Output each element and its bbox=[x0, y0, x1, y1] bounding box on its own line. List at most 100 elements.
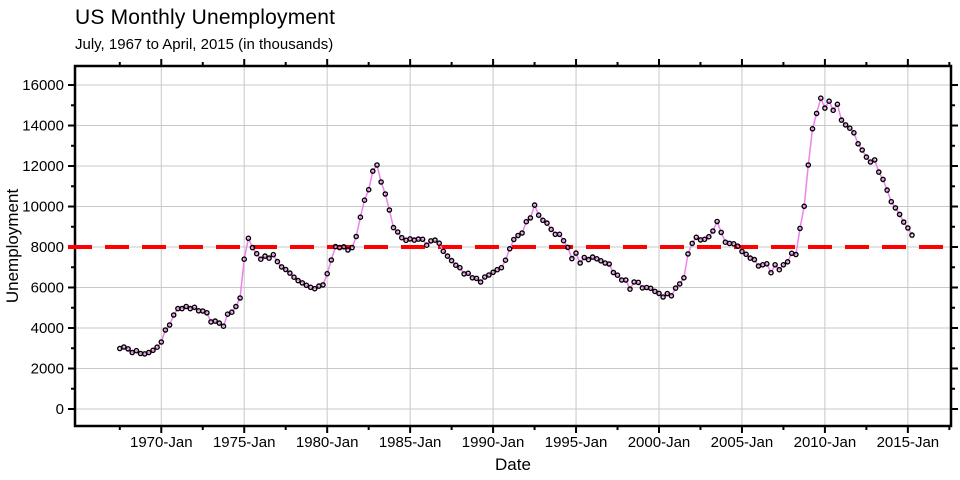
chart-subtitle: July, 1967 to April, 2015 (in thousands) bbox=[75, 36, 334, 53]
data-point bbox=[523, 218, 530, 225]
data-point bbox=[548, 226, 555, 233]
data-point bbox=[565, 244, 571, 251]
data-point bbox=[220, 323, 227, 330]
data-point bbox=[125, 346, 131, 352]
data-point bbox=[398, 234, 405, 241]
data-point bbox=[822, 105, 828, 111]
data-point bbox=[842, 122, 849, 128]
data-point bbox=[560, 237, 567, 244]
data-point bbox=[311, 285, 318, 292]
data-point bbox=[390, 224, 397, 231]
data-point bbox=[793, 251, 799, 258]
data-point bbox=[859, 147, 866, 153]
data-point bbox=[295, 277, 301, 284]
data-point bbox=[876, 169, 882, 175]
chart-title: US Monthly Unemployment bbox=[75, 6, 336, 29]
data-point bbox=[158, 339, 165, 345]
y-tick-label: 0 bbox=[56, 401, 64, 418]
x-tick-label: 1975-Jan bbox=[213, 434, 276, 451]
data-point bbox=[855, 140, 861, 147]
data-point bbox=[594, 255, 600, 262]
data-point bbox=[278, 264, 285, 270]
data-point bbox=[751, 256, 758, 263]
data-point bbox=[813, 110, 820, 117]
data-point bbox=[764, 260, 770, 267]
y-tick-label: 6000 bbox=[31, 280, 64, 297]
data-point bbox=[801, 203, 808, 210]
data-point bbox=[477, 279, 484, 285]
data-point bbox=[668, 292, 675, 299]
series-line bbox=[119, 97, 913, 355]
data-point bbox=[838, 117, 845, 123]
data-point bbox=[830, 107, 837, 114]
y-tick-label: 10000 bbox=[22, 199, 64, 216]
data-point bbox=[515, 232, 521, 239]
data-point bbox=[249, 244, 256, 251]
data-point bbox=[664, 290, 671, 297]
data-point bbox=[656, 290, 662, 297]
data-point bbox=[444, 253, 451, 259]
data-point bbox=[241, 256, 247, 263]
data-point bbox=[494, 266, 501, 273]
data-point bbox=[710, 228, 716, 234]
data-point bbox=[349, 244, 355, 251]
data-point bbox=[652, 288, 658, 295]
x-tick-label: 2015-Jan bbox=[877, 434, 940, 451]
data-point bbox=[228, 309, 235, 316]
data-point bbox=[324, 270, 331, 277]
data-point bbox=[784, 258, 791, 265]
data-point bbox=[266, 255, 272, 261]
data-point bbox=[739, 248, 745, 255]
data-point bbox=[502, 257, 509, 264]
data-point bbox=[867, 159, 874, 165]
data-point bbox=[635, 279, 642, 286]
x-tick-label: 2000-Jan bbox=[628, 434, 691, 451]
x-axis-title: Date bbox=[495, 455, 531, 474]
y-tick-label: 4000 bbox=[31, 320, 64, 337]
data-point bbox=[233, 303, 239, 310]
data-point bbox=[191, 304, 198, 311]
x-tick-label: 2005-Jan bbox=[711, 434, 774, 451]
data-point bbox=[440, 248, 447, 255]
data-point bbox=[257, 256, 264, 263]
data-point bbox=[610, 269, 617, 276]
data-point bbox=[896, 211, 903, 218]
y-tick-label: 8000 bbox=[31, 239, 64, 256]
data-point bbox=[834, 101, 841, 108]
data-point bbox=[465, 270, 472, 277]
x-tick-label: 1980-Jan bbox=[296, 434, 359, 451]
data-point bbox=[772, 261, 778, 268]
data-point bbox=[510, 236, 517, 243]
data-point bbox=[851, 129, 857, 136]
data-point bbox=[535, 212, 542, 218]
data-point bbox=[585, 256, 592, 263]
data-point bbox=[693, 234, 700, 241]
data-point bbox=[145, 349, 152, 356]
data-point bbox=[730, 240, 737, 247]
data-point bbox=[154, 344, 160, 351]
data-point bbox=[170, 312, 177, 318]
data-point bbox=[701, 236, 708, 243]
data-point bbox=[340, 243, 347, 250]
data-point bbox=[204, 309, 210, 316]
data-point bbox=[540, 217, 546, 224]
data-point bbox=[573, 250, 579, 256]
data-point bbox=[614, 272, 621, 279]
y-tick-label: 2000 bbox=[31, 360, 64, 377]
y-tick-label: 12000 bbox=[22, 158, 64, 175]
data-point bbox=[369, 168, 376, 174]
data-point bbox=[345, 247, 351, 253]
data-point bbox=[689, 240, 696, 247]
data-point bbox=[892, 205, 899, 211]
data-point bbox=[121, 344, 127, 350]
data-point bbox=[531, 202, 538, 208]
data-point bbox=[486, 272, 492, 278]
data-point bbox=[900, 219, 907, 225]
data-point bbox=[569, 255, 575, 262]
y-tick-label: 16000 bbox=[22, 77, 64, 94]
x-tick-label: 1990-Jan bbox=[462, 434, 525, 451]
data-point bbox=[909, 232, 915, 238]
data-point bbox=[457, 264, 463, 271]
